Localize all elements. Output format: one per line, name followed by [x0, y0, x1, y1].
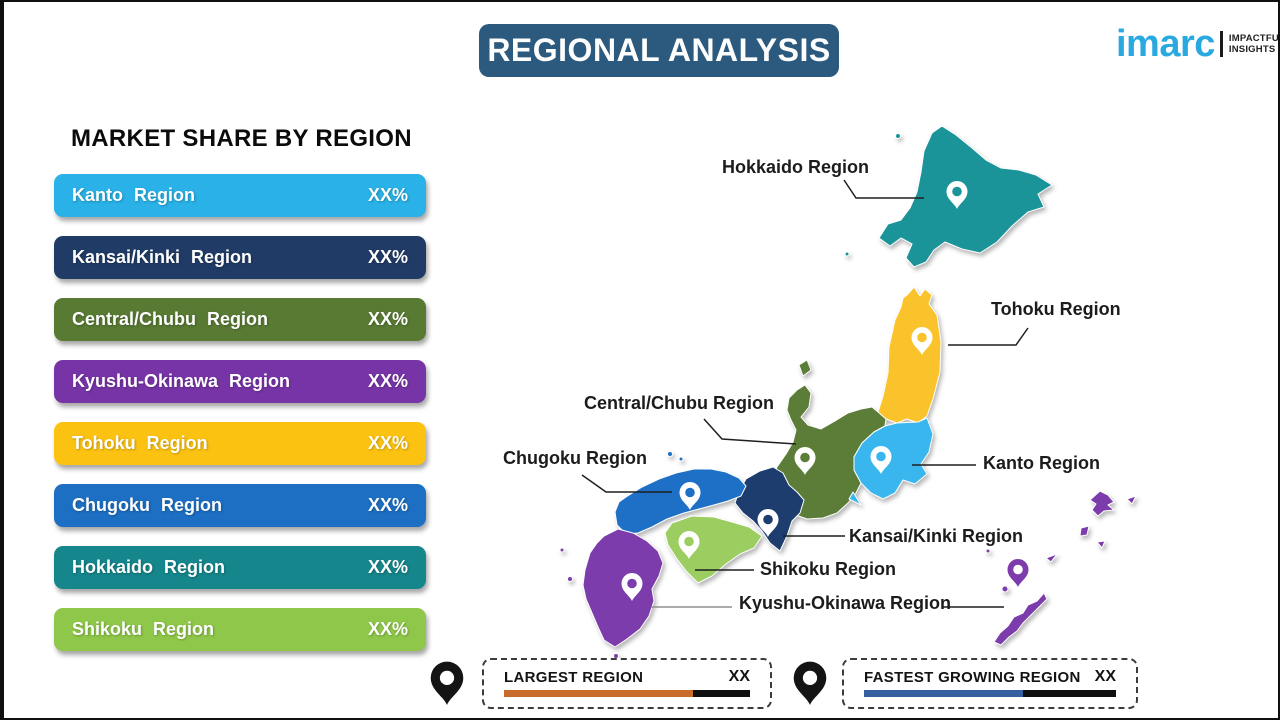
kanto-izu-islet	[848, 491, 862, 506]
meter-remainder	[693, 690, 750, 697]
chugoku-oki-islets	[667, 451, 684, 462]
page-title-banner: REGIONAL ANALYSIS	[479, 24, 839, 77]
logo-divider	[1219, 31, 1223, 58]
region-shikoku	[664, 515, 763, 584]
bar-kansai: Kansai/Kinki Region XX%	[54, 236, 426, 279]
bar-kyushu-okinawa: Kyushu-Okinawa Region XX%	[54, 360, 426, 403]
imarc-logo-wordmark: imarc	[1116, 23, 1215, 65]
bar-shikoku: Shikoku Region XX%	[54, 608, 426, 651]
connector-tohoku	[948, 327, 1029, 346]
bar-label: Kyushu-Okinawa Region	[72, 371, 291, 391]
bar-label: Central/Chubu Region	[72, 309, 268, 329]
page-title: REGIONAL ANALYSIS	[487, 32, 831, 68]
bar-label: Hokkaido Region	[72, 557, 226, 577]
largest-region-label: LARGEST REGION	[504, 668, 644, 686]
amami-islets	[1079, 490, 1137, 549]
pin-kansai	[757, 509, 779, 537]
bar-value: XX%	[367, 433, 408, 453]
logo-tagline-line2: INSIGHTS	[1228, 44, 1276, 56]
meter-fill	[504, 690, 694, 697]
market-share-heading: MARKET SHARE BY REGION	[71, 125, 412, 152]
kyushu-islets	[559, 547, 619, 664]
largest-region-pin-icon	[430, 661, 464, 705]
connector-hokkaido	[843, 179, 924, 199]
connector-central	[703, 418, 797, 445]
imarc-logo: imarc IMPACTFUL INSIGHTS	[1116, 23, 1280, 65]
market-share-bar-list: Kanto Region XX% Kansai/Kinki Region XX%…	[54, 174, 426, 670]
map-label-kansai: Kansai/Kinki Region	[849, 526, 1024, 546]
map-label-tohoku: Tohoku Region	[991, 299, 1121, 319]
okinawa-islets	[985, 548, 1058, 593]
bar-value: XX%	[367, 309, 408, 329]
bar-value: XX%	[367, 247, 408, 267]
region-tohoku	[877, 286, 942, 424]
bar-label: Kanto Region	[72, 185, 195, 205]
bar-value: XX%	[367, 557, 408, 577]
region-kansai	[734, 466, 805, 552]
map-label-chugoku: Chugoku Region	[503, 448, 647, 468]
bar-tohoku: Tohoku Region XX%	[54, 422, 426, 465]
map-label-central-chubu: Central/Chubu Region	[584, 393, 774, 413]
map-label-kyushu-okinawa: Kyushu-Okinawa Region	[739, 593, 952, 613]
pin-tohoku	[911, 327, 933, 355]
pin-kanto	[870, 446, 892, 474]
pin-central	[794, 447, 816, 475]
map-pins	[621, 181, 1029, 601]
bar-label: Tohoku Region	[72, 433, 208, 453]
japan-map	[430, 125, 1137, 705]
map-label-shikoku: Shikoku Region	[760, 559, 897, 579]
bar-kanto: Kanto Region XX%	[54, 174, 426, 217]
fastest-region-label: FASTEST GROWING REGION	[864, 668, 1081, 686]
bar-value: XX%	[367, 619, 408, 639]
bar-value: XX%	[367, 371, 408, 391]
hokkaido-islets	[844, 133, 901, 257]
label-connectors	[581, 179, 1029, 608]
pin-okinawa	[1007, 559, 1029, 587]
map-label-hokkaido: Hokkaido Region	[722, 157, 870, 177]
legend-pins	[430, 661, 827, 705]
fastest-region-legend: FASTEST GROWING REGION XX	[842, 658, 1138, 709]
pin-hokkaido	[946, 181, 968, 209]
bar-chugoku: Chugoku Region XX%	[54, 484, 426, 527]
pin-chugoku	[679, 482, 701, 510]
largest-region-value: XX	[728, 668, 750, 685]
fastest-region-meter	[864, 690, 1116, 697]
pin-shikoku	[678, 531, 700, 559]
logo-tagline-line1: IMPACTFUL	[1228, 32, 1280, 44]
pin-kyushu	[621, 573, 643, 601]
fastest-region-pin-icon	[793, 661, 827, 705]
fastest-region-value: XX	[1094, 668, 1116, 685]
region-kanto	[853, 417, 934, 500]
meter-remainder	[1022, 690, 1116, 697]
bar-label: Kansai/Kinki Region	[72, 247, 253, 267]
bar-label: Shikoku Region	[72, 619, 215, 639]
bar-value: XX%	[367, 495, 408, 515]
bar-central-chubu: Central/Chubu Region XX%	[54, 298, 426, 341]
largest-region-legend: LARGEST REGION XX	[482, 658, 772, 709]
bar-label: Chugoku Region	[72, 495, 222, 515]
island-okinawa	[993, 592, 1048, 646]
connector-chugoku	[581, 474, 672, 493]
meter-fill	[864, 690, 1023, 697]
bar-value: XX%	[367, 185, 408, 205]
bar-hokkaido: Hokkaido Region XX%	[54, 546, 426, 589]
map-label-kanto: Kanto Region	[983, 453, 1100, 473]
island-sado	[798, 359, 812, 377]
largest-region-meter	[504, 690, 750, 697]
logo-tagline: IMPACTFUL INSIGHTS	[1228, 32, 1280, 56]
